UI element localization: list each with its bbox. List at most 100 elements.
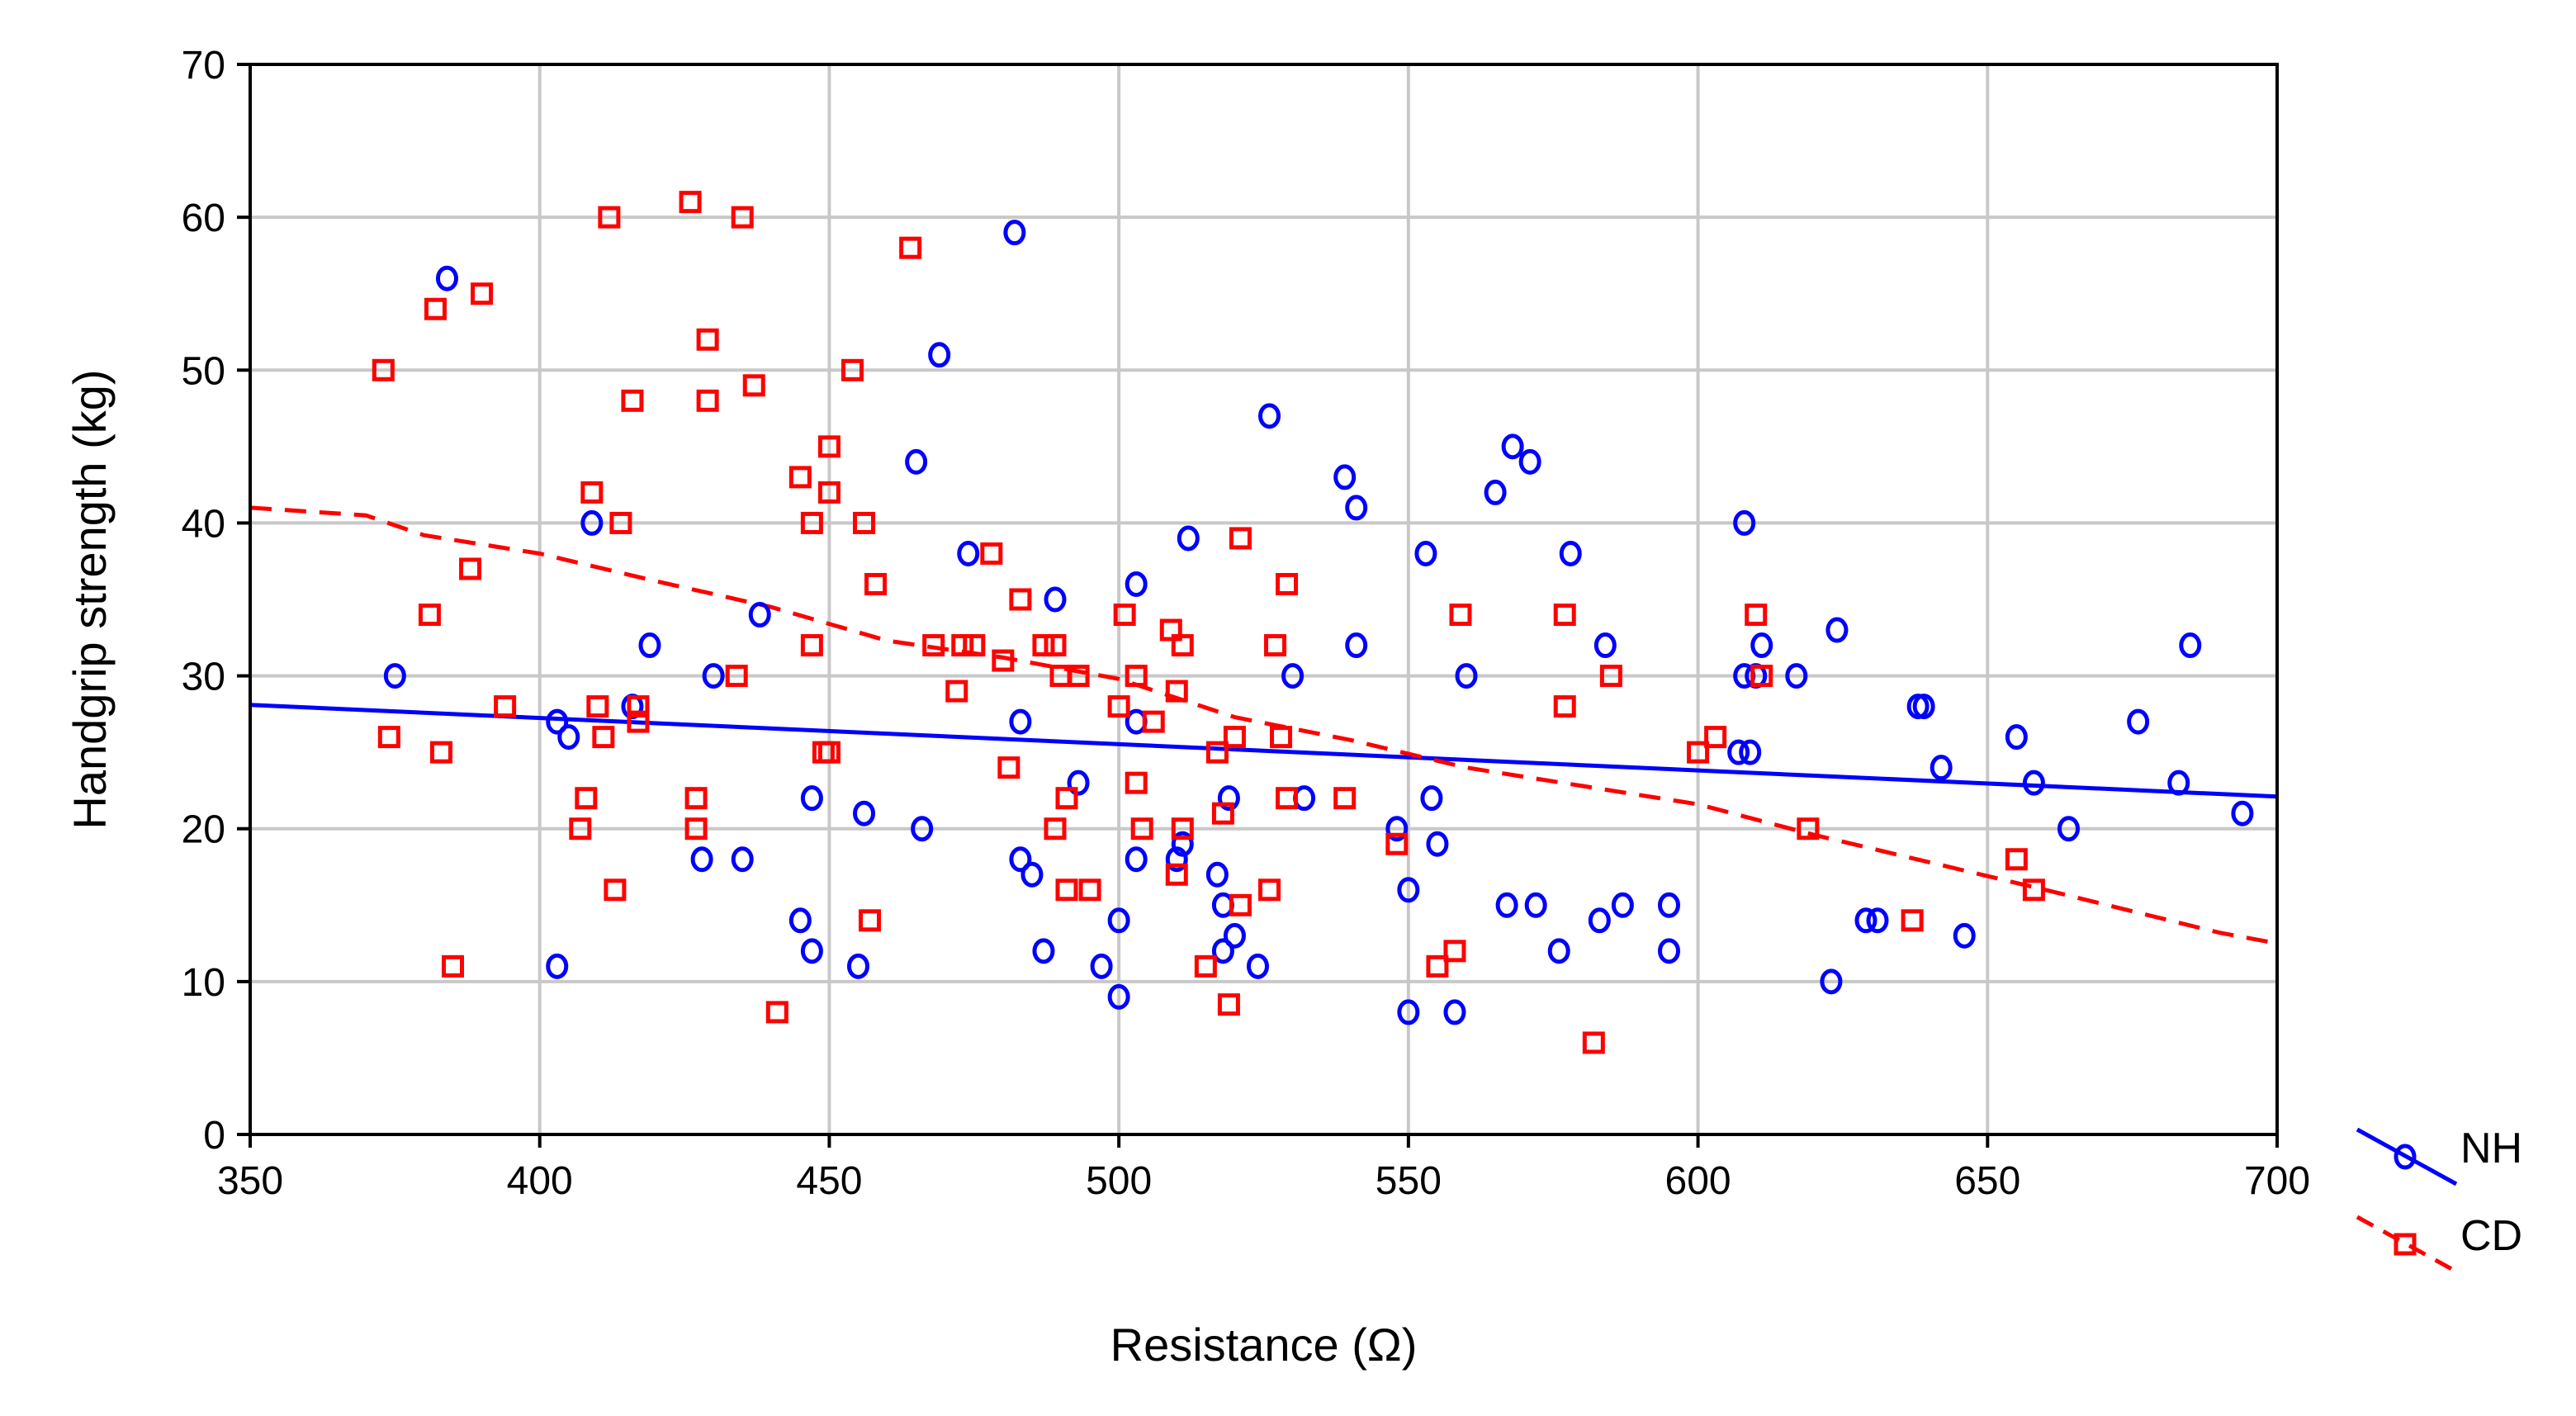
nh-data-point xyxy=(1484,479,1507,505)
nh-data-point xyxy=(1658,892,1680,918)
nh-data-point xyxy=(1825,617,1849,643)
cd-data-point xyxy=(1264,634,1287,657)
cd-data-point xyxy=(997,756,1020,779)
cd-data-point xyxy=(731,206,754,229)
nh-data-point xyxy=(383,663,406,689)
legend-item-cd: CD xyxy=(2356,1212,2522,1274)
cd-data-point xyxy=(580,481,604,504)
nh-data-point xyxy=(1125,846,1148,873)
nh-data-point xyxy=(546,708,569,735)
y-axis-title: Handgrip strength (kg) xyxy=(64,369,116,829)
cd-data-point xyxy=(1797,817,1820,841)
nh-data-point xyxy=(1009,708,1032,735)
cd-data-point xyxy=(471,282,494,305)
cd-data-point xyxy=(696,328,719,351)
nh-data-point xyxy=(2057,816,2080,842)
cd-data-point xyxy=(1171,634,1194,657)
cd-data-point xyxy=(1223,726,1246,749)
cd-data-point xyxy=(945,680,968,703)
nh-data-point xyxy=(1397,877,1420,903)
cd-data-point xyxy=(817,435,841,458)
cd-data-point xyxy=(1159,618,1182,642)
nh-data-point xyxy=(1501,433,1524,460)
cd-data-point xyxy=(2022,878,2045,902)
nh-data-point xyxy=(1611,892,1634,918)
cd-data-point xyxy=(1078,878,1101,902)
cd-data-point xyxy=(627,710,650,733)
cd-data-point xyxy=(1449,604,1472,627)
cd-data-point xyxy=(575,787,598,810)
cd-data-point xyxy=(609,511,632,534)
cd-data-point xyxy=(429,741,452,764)
cd-data-point xyxy=(569,817,592,841)
cd-data-point xyxy=(1044,634,1067,657)
nh-data-point xyxy=(1414,540,1437,566)
cd-data-point xyxy=(1385,832,1409,855)
nh-trend-line xyxy=(249,703,2278,799)
x-axis-title: Resistance (Ω) xyxy=(1110,1319,1418,1371)
cd-data-point xyxy=(1270,726,1293,749)
nh-data-point xyxy=(1246,953,1269,979)
legend-marker-cd xyxy=(2394,1233,2417,1256)
nh-data-point xyxy=(1455,663,1478,689)
nh-data-point xyxy=(1495,892,1518,918)
legend-marker-nh xyxy=(2394,1144,2417,1170)
cd-data-point xyxy=(725,665,748,688)
cd-trend-line xyxy=(249,505,2278,946)
x-tick-label: 550 xyxy=(1376,1159,1442,1203)
cd-data-point xyxy=(372,358,395,381)
nh-data-point xyxy=(2231,800,2254,826)
cd-data-point xyxy=(1276,572,1299,595)
cd-data-point xyxy=(494,695,517,718)
nh-data-point xyxy=(1420,785,1443,812)
y-tick-label: 40 xyxy=(182,502,225,546)
cd-data-point xyxy=(1165,680,1188,703)
cd-data-point xyxy=(1333,787,1357,810)
nh-data-point xyxy=(580,509,604,536)
nh-data-point xyxy=(1020,861,1044,888)
nh-data-point xyxy=(1205,861,1229,888)
nh-data-point xyxy=(1217,785,1240,812)
cd-data-point xyxy=(679,191,702,214)
legend-line-nh xyxy=(2356,1127,2458,1186)
x-axis-ticks: 350 400 450 500 550 600 650 700 xyxy=(217,1134,2310,1203)
nh-data-point xyxy=(1165,846,1188,873)
nh-data-point xyxy=(1443,999,1466,1025)
nh-data-point xyxy=(957,540,980,566)
cd-data-point xyxy=(1745,604,1768,627)
cd-data-point xyxy=(1229,527,1252,550)
cd-data-point xyxy=(1171,817,1194,841)
data-points xyxy=(372,191,2254,1054)
x-tick-label: 650 xyxy=(1954,1159,2020,1203)
cd-data-point xyxy=(1687,741,1710,764)
cd-data-point xyxy=(853,511,876,534)
nh-data-point xyxy=(2127,708,2150,735)
nh-data-point xyxy=(1785,663,1808,689)
cd-data-point xyxy=(684,787,708,810)
nh-data-point xyxy=(1854,907,1878,934)
cd-data-point xyxy=(742,374,765,397)
cd-data-point xyxy=(980,542,1003,565)
cd-data-point xyxy=(841,358,864,381)
nh-data-point xyxy=(905,448,928,475)
nh-data-point xyxy=(1171,831,1194,857)
cd-data-point xyxy=(1044,817,1067,841)
cd-data-point xyxy=(1194,954,1217,978)
x-tick-label: 700 xyxy=(2244,1159,2310,1203)
nh-data-point xyxy=(1518,448,1541,475)
cd-data-point xyxy=(442,954,464,978)
nh-data-point xyxy=(1727,739,1750,765)
nh-data-point xyxy=(1524,892,1547,918)
nh-data-point xyxy=(1107,983,1130,1010)
x-tick-label: 500 xyxy=(1086,1159,1152,1203)
nh-data-point xyxy=(928,342,951,368)
cd-data-point xyxy=(377,726,400,749)
y-tick-label: 50 xyxy=(182,349,225,393)
cd-data-point xyxy=(1750,665,1773,688)
nh-data-point xyxy=(546,953,569,979)
nh-data-point xyxy=(788,907,812,934)
legend: NH CD xyxy=(2356,1125,2522,1274)
nh-data-point xyxy=(1107,907,1130,934)
cd-data-point xyxy=(586,695,609,718)
cd-data-point xyxy=(1901,909,1924,932)
